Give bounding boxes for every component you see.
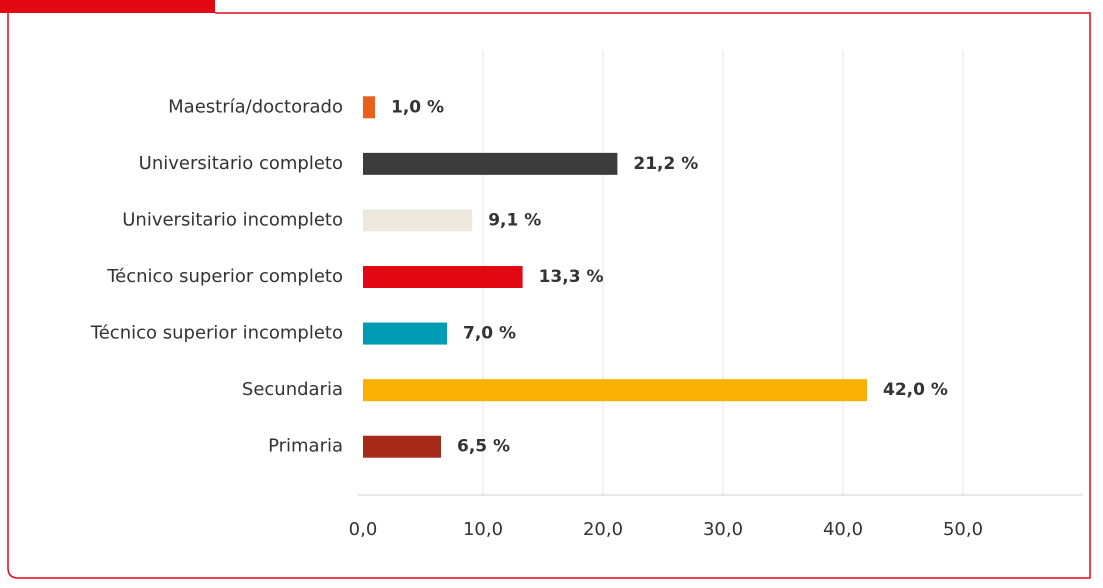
value-label: 42,0 % [883,380,948,400]
header-tab [0,0,215,13]
y-tick-label: Universitario incompleto [122,209,343,230]
bar [363,322,447,345]
value-label: 9,1 % [488,210,541,230]
bar [363,96,375,119]
x-tick-label: 0,0 [349,519,378,540]
y-tick-label: Secundaria [242,379,343,400]
value-label: 13,3 % [539,267,604,287]
y-tick-label: Técnico superior completo [106,266,343,287]
y-tick-label: Técnico superior incompleto [90,323,343,344]
x-tick-label: 20,0 [583,519,623,540]
y-tick-label: Maestría/doctorado [168,96,343,117]
value-label: 1,0 % [391,97,444,117]
bar [363,266,523,288]
x-tick-label: 10,0 [463,519,503,540]
x-tick-label: 30,0 [703,519,743,540]
y-tick-label: Primaria [268,436,343,457]
bar [363,379,867,402]
bar [363,435,441,458]
x-tick-label: 50,0 [943,519,983,540]
frame [7,12,1091,579]
value-label: 7,0 % [463,324,516,344]
value-label: 21,2 % [633,154,698,174]
bar [363,209,473,232]
bar [363,152,618,175]
x-tick-label: 40,0 [823,519,863,540]
y-tick-label: Universitario completo [139,153,343,174]
value-label: 6,5 % [457,437,510,457]
